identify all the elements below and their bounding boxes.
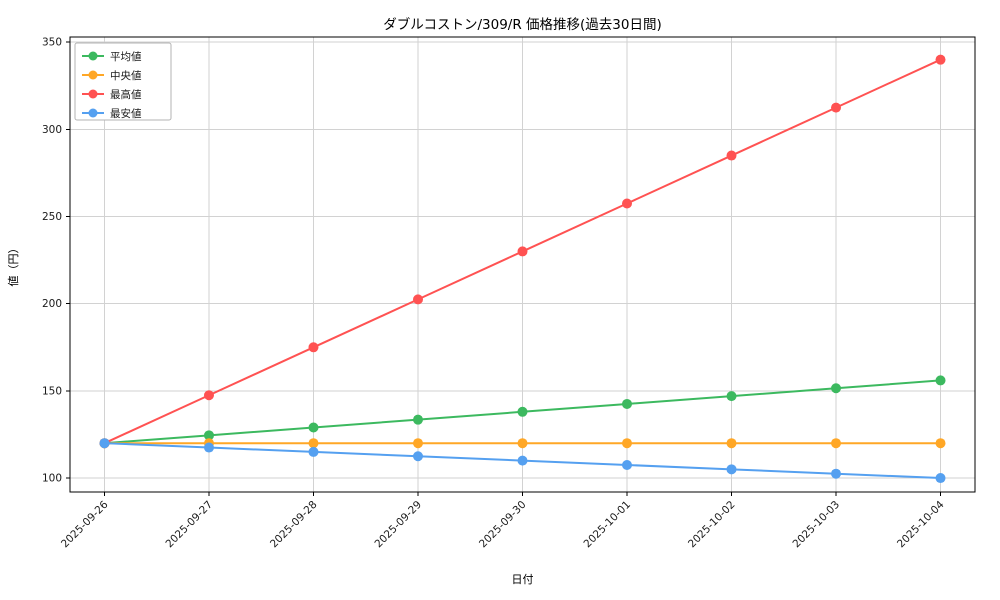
series-中央値 xyxy=(99,438,946,449)
svg-text:2025-10-04: 2025-10-04 xyxy=(895,498,947,550)
svg-text:150: 150 xyxy=(42,385,62,397)
legend-item-最安値: 最安値 xyxy=(82,107,142,120)
x-axis-label: 日付 xyxy=(512,573,534,586)
svg-text:最高値: 最高値 xyxy=(110,88,142,101)
y-axis-label: 値（円） xyxy=(7,243,20,287)
legend-item-最高値: 最高値 xyxy=(82,88,142,101)
chart-title: ダブルコストン/309/R 価格推移(過去30日間) xyxy=(383,17,662,33)
svg-text:2025-09-30: 2025-09-30 xyxy=(477,499,529,551)
svg-text:2025-09-29: 2025-09-29 xyxy=(372,499,424,551)
legend-item-平均値: 平均値 xyxy=(82,50,142,63)
svg-text:最安値: 最安値 xyxy=(110,107,142,120)
svg-text:2025-09-26: 2025-09-26 xyxy=(59,498,111,550)
axis-ticks xyxy=(66,41,942,496)
svg-text:2025-10-01: 2025-10-01 xyxy=(581,499,633,551)
svg-text:350: 350 xyxy=(42,37,62,49)
svg-text:250: 250 xyxy=(42,211,62,223)
svg-text:中央値: 中央値 xyxy=(110,69,142,82)
svg-text:2025-10-02: 2025-10-02 xyxy=(686,499,738,551)
svg-text:2025-09-28: 2025-09-28 xyxy=(268,499,320,551)
svg-text:2025-09-27: 2025-09-27 xyxy=(163,499,215,551)
svg-text:2025-10-03: 2025-10-03 xyxy=(790,499,842,551)
svg-text:平均値: 平均値 xyxy=(110,50,142,63)
svg-text:300: 300 xyxy=(42,124,62,136)
legend-item-中央値: 中央値 xyxy=(82,69,142,82)
svg-text:200: 200 xyxy=(42,298,62,310)
svg-text:100: 100 xyxy=(42,473,62,485)
series-最安値 xyxy=(99,438,946,484)
